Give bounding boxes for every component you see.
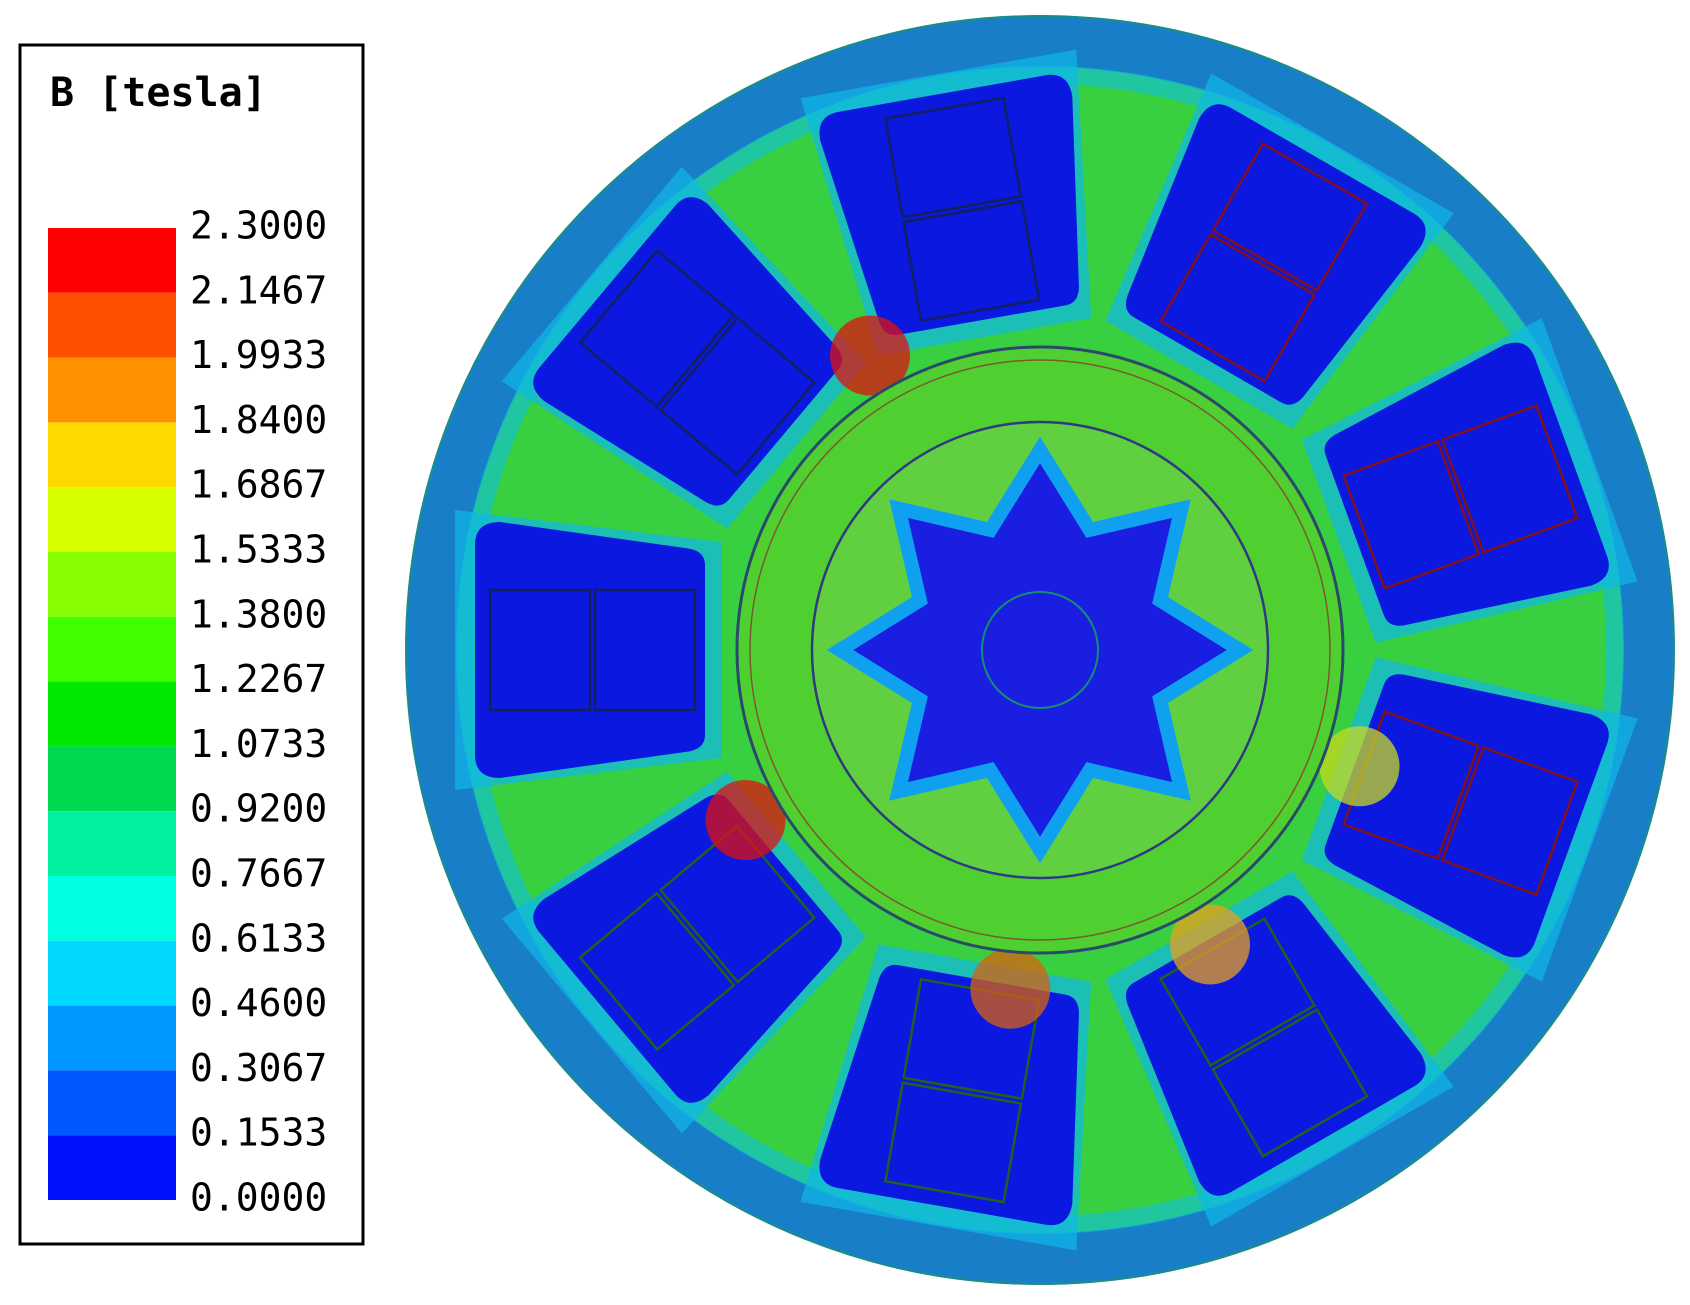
coil [1211, 1008, 1369, 1159]
coil [593, 588, 697, 712]
tick-label: 0.0000 [190, 1176, 327, 1220]
slot-area [533, 197, 842, 506]
shaft [981, 591, 1099, 709]
slot [1105, 73, 1454, 429]
coil [902, 199, 1041, 323]
coil [1158, 232, 1317, 383]
tick-label: 0.9200 [190, 787, 327, 831]
slot [1301, 318, 1638, 643]
slot-area [1324, 674, 1609, 958]
coil [883, 96, 1023, 219]
slot [455, 510, 722, 790]
color-band [48, 1070, 176, 1136]
slot [501, 771, 866, 1134]
hot-spot [830, 315, 910, 396]
coil [883, 1081, 1023, 1204]
flux-plot [405, 15, 1675, 1285]
legend-title: B [tesla] [50, 70, 267, 116]
rotor-ring [749, 359, 1331, 941]
slot-area [819, 964, 1079, 1226]
rotor-low-field [826, 436, 1254, 864]
color-band [48, 292, 176, 358]
color-band [48, 940, 176, 1006]
color-band [48, 616, 176, 682]
tick-label: 1.9933 [190, 333, 327, 377]
color-band [48, 1005, 176, 1071]
color-band [48, 422, 176, 488]
slot [800, 49, 1092, 356]
color-band [48, 357, 176, 423]
tick-label: 1.0733 [190, 722, 327, 766]
hot-spot [970, 948, 1051, 1029]
coil [578, 891, 736, 1052]
tick-label: 1.8400 [190, 398, 327, 442]
slots [455, 49, 1638, 1251]
color-band [48, 811, 176, 876]
tick-label: 0.3067 [190, 1046, 327, 1090]
slot [501, 166, 866, 529]
color-band [48, 228, 176, 293]
color-bar: 2.3000 2.1467 1.9933 1.8400 1.6867 1.5333 1.38… [48, 204, 327, 1220]
tick-label: 0.4600 [190, 981, 327, 1025]
tick-label: 1.3800 [190, 592, 327, 636]
coil [1440, 745, 1579, 897]
tick-label: 0.1533 [190, 1111, 327, 1155]
coil [1342, 439, 1481, 590]
hot-spot [1319, 726, 1400, 807]
hot-spot [1170, 904, 1250, 985]
slot-area [1125, 104, 1426, 405]
coil [658, 316, 817, 476]
tick-label: 2.1467 [190, 268, 327, 312]
coil [578, 248, 736, 409]
coil [1440, 403, 1579, 555]
coil [658, 824, 817, 984]
tick-label: 1.5333 [190, 528, 327, 572]
tick-label: 1.2267 [190, 657, 327, 701]
tick-label: 1.6867 [190, 463, 327, 507]
color-band [48, 1135, 176, 1200]
color-band [48, 552, 176, 617]
coil [488, 588, 592, 712]
color-band [48, 681, 176, 747]
stator-rim [407, 17, 1673, 1283]
coil [1211, 141, 1369, 292]
slot-area [533, 794, 842, 1103]
tick-label: 0.6133 [190, 916, 327, 960]
hot-spot [705, 780, 786, 860]
slot-area [1324, 342, 1609, 626]
color-band [48, 487, 176, 553]
tick-label: 2.3000 [190, 204, 327, 248]
tick-label: 0.7667 [190, 851, 327, 895]
slot-area [819, 74, 1079, 336]
color-band [48, 746, 176, 812]
color-band [48, 875, 176, 941]
